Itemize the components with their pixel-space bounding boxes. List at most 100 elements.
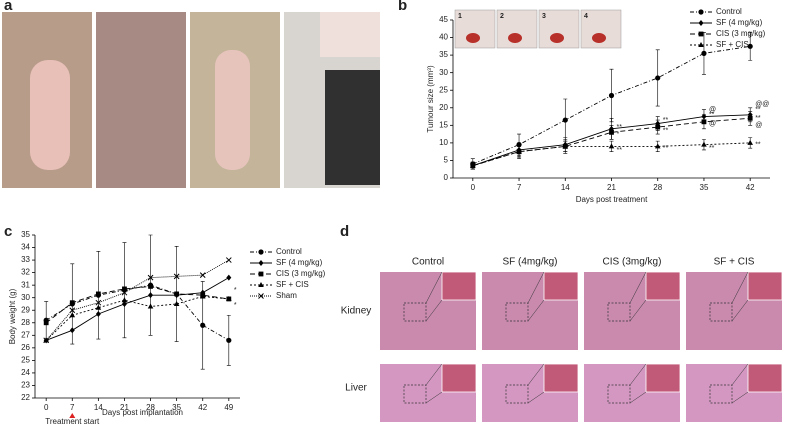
mouse bbox=[215, 50, 250, 170]
marker bbox=[199, 272, 206, 278]
legend-marker bbox=[258, 271, 264, 277]
annotation: ** bbox=[755, 115, 761, 122]
y-tick-label: 15 bbox=[439, 120, 448, 129]
legend-label: Control bbox=[716, 7, 742, 16]
annotation: * bbox=[234, 287, 237, 294]
y-tick-label: 25 bbox=[21, 355, 30, 364]
marker bbox=[655, 124, 661, 130]
photo bbox=[96, 12, 186, 188]
x-tick-label: 28 bbox=[146, 403, 155, 412]
marker bbox=[608, 92, 615, 99]
series-line bbox=[45, 295, 229, 341]
marker bbox=[69, 327, 75, 334]
marker bbox=[701, 50, 707, 56]
series-line bbox=[45, 259, 230, 341]
zoom-inset bbox=[747, 363, 783, 393]
y-tick-label: 26 bbox=[21, 343, 30, 352]
row-label: Kidney bbox=[341, 306, 372, 317]
legend-marker bbox=[698, 9, 704, 15]
marker bbox=[95, 304, 102, 310]
row-label: Liver bbox=[345, 383, 367, 394]
legend-marker bbox=[258, 260, 264, 266]
legend-label: SF + CIS bbox=[716, 40, 749, 49]
y-tick-label: 10 bbox=[439, 138, 448, 147]
x-tick-label: 7 bbox=[70, 403, 75, 412]
tumour bbox=[592, 33, 606, 43]
marker bbox=[654, 143, 661, 149]
marker bbox=[200, 322, 206, 328]
zoom-lines bbox=[425, 363, 443, 404]
marker bbox=[226, 295, 232, 301]
x-tick-label: 35 bbox=[700, 183, 709, 192]
x-axis-label: Days post implantation bbox=[102, 408, 183, 417]
marker bbox=[173, 273, 180, 280]
marker bbox=[174, 291, 180, 297]
annotation: ** bbox=[709, 145, 715, 152]
x-axis-label: Days post treatment bbox=[576, 195, 648, 204]
marker bbox=[69, 307, 76, 314]
y-tick-label: 0 bbox=[444, 173, 449, 182]
marker bbox=[225, 257, 232, 263]
legend-label: SF (4 mg/kg) bbox=[716, 18, 763, 27]
annotation: ** bbox=[663, 127, 669, 134]
inset-number: 3 bbox=[542, 13, 546, 20]
tumour bbox=[550, 33, 564, 43]
panel-label: b bbox=[398, 0, 407, 14]
zoom-box bbox=[709, 384, 733, 404]
mouse bbox=[30, 60, 70, 170]
inset-number: 2 bbox=[500, 13, 504, 20]
zoom-lines bbox=[629, 271, 647, 322]
legend-label: CIS (3 mg/kg) bbox=[276, 269, 326, 278]
marker bbox=[147, 303, 154, 309]
marker bbox=[747, 43, 753, 49]
zoom-lines bbox=[731, 363, 749, 404]
marker bbox=[147, 274, 154, 281]
zoom-inset bbox=[645, 271, 681, 301]
y-tick-label: 28 bbox=[21, 318, 30, 327]
marker bbox=[69, 312, 76, 318]
zoom-inset bbox=[441, 271, 477, 301]
marker bbox=[747, 115, 753, 121]
marker bbox=[701, 119, 707, 125]
y-tick-label: 20 bbox=[439, 103, 448, 112]
y-tick-label: 5 bbox=[444, 156, 449, 165]
panel-label: c bbox=[4, 223, 12, 240]
zoom-box bbox=[607, 384, 631, 404]
zoom-inset bbox=[543, 271, 579, 301]
marker bbox=[95, 310, 101, 317]
marker bbox=[121, 300, 127, 307]
marker bbox=[148, 284, 153, 289]
series-line bbox=[46, 277, 230, 341]
x-tick-label: 0 bbox=[471, 183, 476, 192]
marker bbox=[701, 141, 707, 147]
zoom-lines bbox=[629, 363, 647, 404]
marker bbox=[470, 162, 476, 168]
marker bbox=[609, 129, 614, 135]
legend-marker bbox=[258, 282, 264, 287]
ruler bbox=[325, 70, 380, 185]
y-tick-label: 27 bbox=[21, 330, 30, 339]
series-line bbox=[45, 284, 230, 341]
x-tick-label: 42 bbox=[198, 403, 207, 412]
marker bbox=[95, 291, 101, 297]
zoom-inset bbox=[441, 363, 477, 393]
y-tick-label: 29 bbox=[21, 305, 30, 314]
legend-marker bbox=[258, 249, 264, 255]
tumour bbox=[508, 33, 522, 43]
zoom-box bbox=[403, 302, 427, 322]
legend-marker bbox=[698, 31, 704, 37]
zoom-inset bbox=[543, 363, 579, 393]
x-tick-label: 35 bbox=[172, 403, 181, 412]
panel-d-images bbox=[380, 271, 783, 422]
series-line bbox=[45, 285, 229, 324]
zoom-box bbox=[505, 302, 529, 322]
y-axis-label: Body weight (g) bbox=[8, 288, 17, 344]
y-tick-label: 22 bbox=[21, 393, 30, 402]
x-tick-label: 42 bbox=[746, 183, 755, 192]
legend-marker bbox=[258, 293, 264, 299]
inset-number: 1 bbox=[458, 13, 462, 20]
zoom-lines bbox=[731, 271, 749, 322]
y-tick-label: 32 bbox=[21, 268, 30, 277]
photo-inset bbox=[320, 12, 380, 57]
